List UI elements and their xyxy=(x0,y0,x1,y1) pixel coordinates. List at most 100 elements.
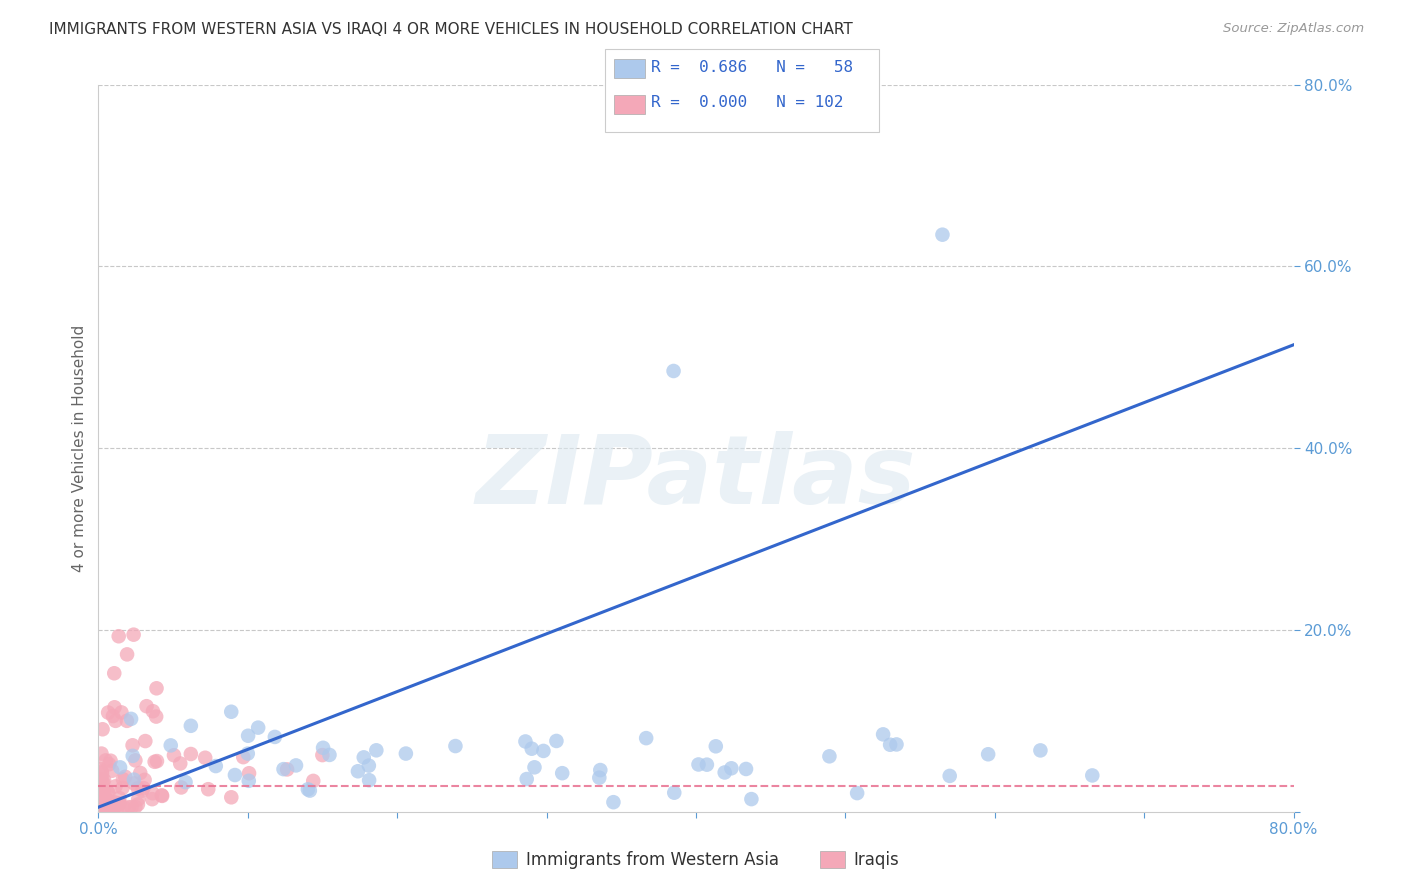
Point xyxy=(359,773,381,788)
Text: R =  0.686   N =   58: R = 0.686 N = 58 xyxy=(651,60,853,75)
Point xyxy=(818,749,841,764)
Point xyxy=(879,738,901,752)
Point xyxy=(94,800,117,814)
Point xyxy=(740,792,762,806)
Point xyxy=(97,800,120,814)
Point xyxy=(142,704,165,718)
Point xyxy=(588,771,610,785)
Point xyxy=(91,798,114,813)
Point xyxy=(104,798,127,813)
Point xyxy=(121,739,143,753)
Point xyxy=(145,681,167,696)
Point xyxy=(96,800,118,814)
Point xyxy=(977,747,1000,762)
Point xyxy=(197,782,219,797)
Point xyxy=(97,795,120,809)
Point xyxy=(636,731,658,745)
Point xyxy=(696,757,718,772)
Point xyxy=(93,797,115,812)
Y-axis label: 4 or more Vehicles in Household: 4 or more Vehicles in Household xyxy=(72,325,87,572)
Point xyxy=(103,700,125,714)
Point xyxy=(134,734,156,748)
Point xyxy=(114,770,136,784)
Point xyxy=(91,781,114,796)
Point xyxy=(1029,743,1052,757)
Point xyxy=(872,727,894,741)
Point xyxy=(122,628,145,642)
Point xyxy=(103,666,125,681)
Point xyxy=(89,787,111,801)
Text: Source: ZipAtlas.com: Source: ZipAtlas.com xyxy=(1223,22,1364,36)
Point xyxy=(127,781,149,796)
Point xyxy=(89,784,111,798)
Point xyxy=(302,773,325,788)
Point xyxy=(602,795,624,809)
Point xyxy=(107,800,129,814)
Point xyxy=(91,723,114,737)
Point xyxy=(174,775,197,789)
Point xyxy=(141,792,163,806)
Text: R =  0.000   N = 102: R = 0.000 N = 102 xyxy=(651,95,844,111)
Point xyxy=(194,750,217,764)
Point xyxy=(89,782,111,797)
Point xyxy=(101,764,124,778)
Point xyxy=(104,780,127,794)
Point xyxy=(247,721,270,735)
Point xyxy=(219,705,242,719)
Point xyxy=(89,791,111,805)
Point xyxy=(98,757,121,772)
Point xyxy=(91,774,114,789)
Point xyxy=(688,757,710,772)
Point xyxy=(735,762,758,776)
Point xyxy=(664,786,686,800)
Point xyxy=(886,738,908,752)
Point xyxy=(357,758,380,772)
Point xyxy=(704,739,727,754)
Point xyxy=(100,800,122,814)
Point xyxy=(1081,768,1104,782)
Point xyxy=(101,709,124,723)
Point xyxy=(236,729,259,743)
Point xyxy=(89,772,111,787)
Point xyxy=(285,758,308,772)
Point xyxy=(93,796,115,810)
Point xyxy=(221,790,243,805)
Point xyxy=(105,797,128,811)
Point xyxy=(89,796,111,810)
Point xyxy=(90,764,112,779)
Point xyxy=(104,798,127,813)
Point xyxy=(170,780,193,795)
Point xyxy=(121,800,143,814)
Point xyxy=(311,748,333,763)
Point xyxy=(124,753,146,767)
Point xyxy=(143,755,166,769)
Point xyxy=(127,792,149,806)
Point xyxy=(150,789,173,803)
Point xyxy=(115,648,138,662)
Point xyxy=(589,763,612,777)
Point xyxy=(180,747,202,761)
Point xyxy=(108,797,131,811)
Point xyxy=(89,797,111,811)
Point xyxy=(121,748,143,763)
Point xyxy=(100,800,122,814)
Point xyxy=(146,754,169,768)
Point xyxy=(97,786,120,800)
Point xyxy=(180,719,202,733)
Point xyxy=(108,760,131,774)
Point xyxy=(90,800,112,814)
Text: IMMIGRANTS FROM WESTERN ASIA VS IRAQI 4 OR MORE VEHICLES IN HOUSEHOLD CORRELATIO: IMMIGRANTS FROM WESTERN ASIA VS IRAQI 4 … xyxy=(49,22,853,37)
Point xyxy=(89,790,111,805)
Point xyxy=(366,743,388,757)
Point xyxy=(298,783,321,797)
Point xyxy=(159,739,181,753)
Point xyxy=(94,790,117,805)
Point xyxy=(318,747,340,762)
Point xyxy=(276,763,298,777)
Point xyxy=(111,780,134,795)
Point xyxy=(551,766,574,780)
Point xyxy=(115,714,138,728)
Point xyxy=(111,772,134,787)
Point xyxy=(145,709,167,723)
Point xyxy=(108,791,131,805)
